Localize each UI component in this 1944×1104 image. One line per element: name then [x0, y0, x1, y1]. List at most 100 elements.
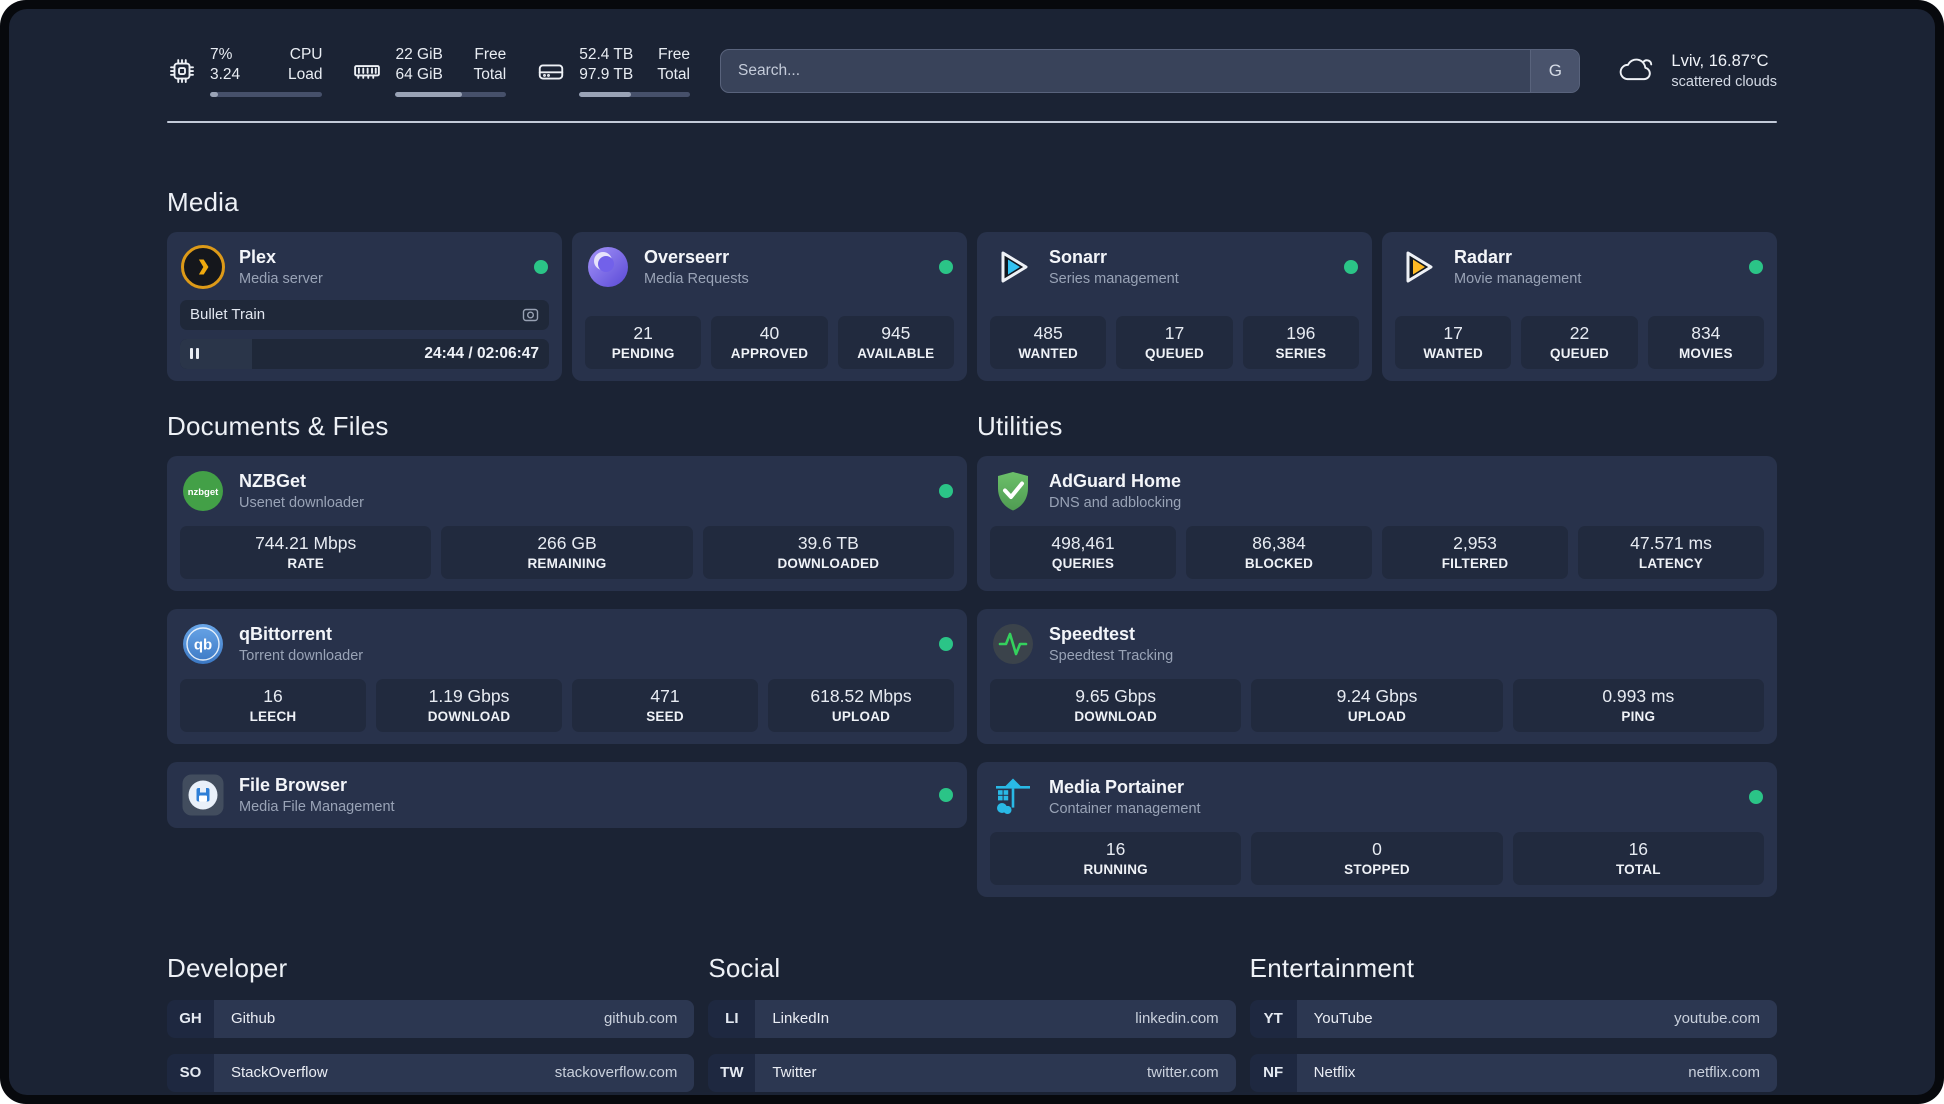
status-dot [939, 259, 953, 274]
link-netflix[interactable]: NF Netflix netflix.com [1249, 1053, 1777, 1092]
now-playing-title: Bullet Train [190, 306, 266, 324]
stat-label: STOPPED [1344, 861, 1410, 877]
link-github[interactable]: GH Github github.com [167, 999, 695, 1038]
link-tag: YT [1249, 999, 1297, 1038]
stat-value: 2,953 [1453, 532, 1497, 553]
stat-label: LATENCY [1638, 555, 1704, 571]
link-youtube[interactable]: YT YouTube youtube.com [1249, 999, 1777, 1038]
link-tag: GH [167, 999, 214, 1038]
stat-approved: 40 APPROVED [711, 315, 828, 369]
memory-total-label: Total [473, 66, 507, 84]
adguard-titles: AdGuard Home DNS and adblocking [1049, 471, 1181, 511]
app-name: NZBGet [239, 471, 306, 492]
disk-icon [539, 64, 564, 80]
app-card-filebrowser[interactable]: File Browser Media File Management [167, 761, 967, 828]
stat-label: DOWNLOADED [777, 555, 880, 571]
memory-progress-fill [395, 91, 462, 97]
app-card-nzbget[interactable]: nzbget NZBGet Usenet downloader 744.21 M… [167, 455, 967, 591]
link-name: Netflix [1313, 1064, 1356, 1082]
link-bar: Netflix netflix.com [1296, 1053, 1777, 1092]
link-name: Twitter [772, 1064, 817, 1082]
header-divider [167, 120, 1777, 123]
stat-value: 16 [263, 685, 283, 706]
link-tag: SO [167, 1053, 214, 1092]
stat-wanted: 485 WANTED [990, 315, 1107, 369]
sonarr-stats: 485 WANTED 17 QUEUED 196 SERIES [977, 312, 1372, 381]
section-title-documents: Documents & Files [167, 410, 389, 441]
stat-value: 0 [1372, 838, 1382, 859]
stat-value: 40 [759, 322, 780, 343]
stat-label: WANTED [1423, 345, 1484, 361]
adguard-icon [991, 469, 1035, 513]
weather-location-temp: Lviv, 16.87°C [1671, 51, 1769, 70]
link-twitter[interactable]: TW Twitter twitter.com [708, 1053, 1236, 1092]
social-links-section: Social LI LinkedIn linkedin.com TW Twitt… [708, 953, 1236, 1095]
app-card-portainer[interactable]: Media Portainer Container management 16 … [977, 761, 1777, 897]
link-name: Github [231, 1010, 276, 1028]
app-name: Sonarr [1049, 247, 1108, 268]
app-card-sonarr[interactable]: Sonarr Series management 485 WANTED 17 Q… [977, 231, 1372, 381]
disk-stats-widget: 52.4 TB 97.9 TB Free Total [536, 45, 690, 97]
app-name: Radarr [1454, 247, 1513, 268]
utilities-column: Utilities AdGuard Home [977, 411, 1777, 897]
app-description: Movie management [1454, 270, 1582, 287]
stat-seed: 471 SEED [572, 678, 758, 732]
app-card-radarr[interactable]: Radarr Movie management 17 WANTED 22 QUE… [1382, 231, 1777, 381]
speedtest-titles: Speedtest Speedtest Tracking [1049, 624, 1173, 664]
speedtest-header: Speedtest Speedtest Tracking [977, 609, 1777, 675]
stat-value: 498,461 [1051, 532, 1115, 553]
app-name: Speedtest [1049, 624, 1136, 645]
cpu-usage-label: CPU [289, 46, 323, 63]
plex-now-playing-row: Bullet Train [180, 299, 549, 330]
stat-label: PING [1621, 708, 1656, 724]
link-url: twitter.com [1146, 1064, 1219, 1082]
app-card-plex[interactable]: Plex Media server Bullet Train 24:44 / 0… [167, 231, 562, 381]
pause-icon[interactable] [190, 348, 199, 360]
filebrowser-titles: File Browser Media File Management [239, 775, 395, 815]
link-tag: TW [708, 1053, 756, 1092]
stat-value: 945 [881, 322, 911, 343]
overseerr-titles: Overseerr Media Requests [644, 247, 749, 287]
qbittorrent-header: qb qBittorrent Torrent downloader [167, 609, 967, 675]
radarr-stats: 17 WANTED 22 QUEUED 834 MOVIES [1382, 312, 1777, 381]
stat-label: APPROVED [730, 345, 809, 361]
section-title-utilities: Utilities [977, 410, 1063, 441]
link-stackoverflow[interactable]: SO StackOverflow stackoverflow.com [167, 1053, 695, 1092]
search-input[interactable] [721, 49, 1531, 92]
link-name: StackOverflow [231, 1064, 328, 1082]
nzbget-titles: NZBGet Usenet downloader [239, 471, 364, 511]
search-provider-button[interactable]: G [1530, 49, 1580, 92]
link-url: github.com [603, 1010, 678, 1028]
cpu-usage-value: 7% [210, 46, 233, 63]
app-card-speedtest[interactable]: Speedtest Speedtest Tracking 9.65 Gbps D… [977, 608, 1777, 744]
filebrowser-icon [181, 773, 225, 817]
weather-widget: Lviv, 16.87°C scattered clouds [1616, 50, 1777, 92]
entertainment-links-section: Entertainment YT YouTube youtube.com NF … [1249, 952, 1777, 1095]
sonarr-header: Sonarr Series management [977, 232, 1372, 298]
stat-series: 196 SERIES [1242, 315, 1359, 369]
link-bar: LinkedIn linkedin.com [755, 999, 1236, 1038]
status-dot [1344, 259, 1358, 274]
stat-value: 834 [1691, 322, 1721, 343]
memory-free-value: 22 GiB [395, 46, 443, 63]
app-card-overseerr[interactable]: Overseerr Media Requests 21 PENDING 40 A… [572, 231, 967, 381]
app-name: File Browser [239, 775, 348, 796]
cpu-load-label: Load [288, 66, 323, 84]
cpu-progress-bar [210, 91, 323, 97]
memory-progress-bar [395, 91, 507, 97]
stat-value: 485 [1033, 322, 1063, 343]
documents-column: Documents & Files nzbget NZBGet U [167, 411, 967, 828]
stat-value: 9.65 Gbps [1075, 685, 1157, 706]
link-linkedin[interactable]: LI LinkedIn linkedin.com [708, 999, 1236, 1038]
app-card-adguard[interactable]: AdGuard Home DNS and adblocking 498,461 … [977, 455, 1777, 591]
section-title-entertainment: Entertainment [1249, 952, 1415, 983]
stat-upload: 618.52 Mbps UPLOAD [768, 678, 954, 732]
stat-label: DOWNLOAD [427, 708, 511, 724]
app-card-qbittorrent[interactable]: qb qBittorrent Torrent downloader 16 LEE… [167, 608, 967, 744]
status-dot [534, 259, 548, 274]
link-tag: LI [708, 999, 756, 1038]
status-dot [1749, 259, 1763, 274]
stat-value: 22 [1569, 322, 1590, 343]
section-title-developer: Developer [167, 952, 288, 983]
